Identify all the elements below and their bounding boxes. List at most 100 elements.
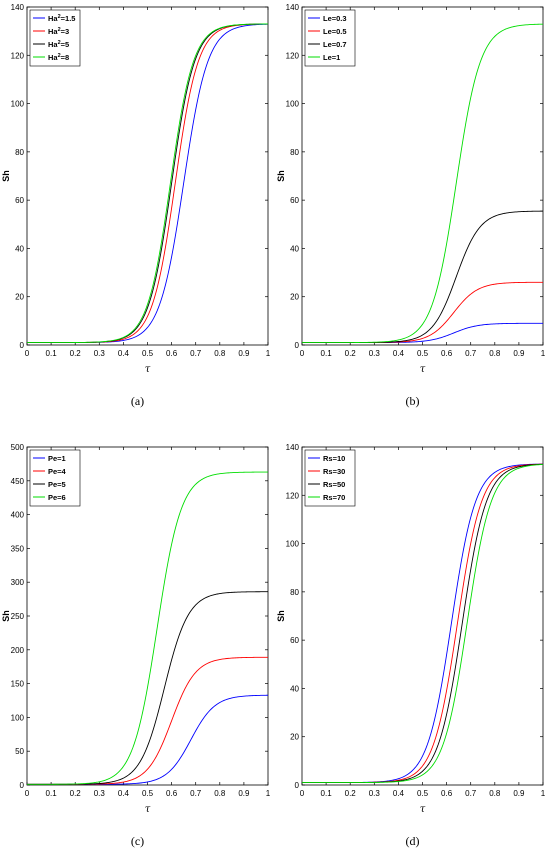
caption-a: (a)	[130, 394, 145, 408]
x-axis-label: τ	[420, 364, 426, 375]
x-tick-label: 0.7	[465, 789, 477, 798]
x-tick-label: 0.4	[393, 349, 405, 358]
y-axis-label: Sh	[276, 610, 286, 622]
x-tick-label: 0.9	[513, 349, 525, 358]
x-tick-label: 0.8	[489, 789, 501, 798]
y-tick-label: 60	[290, 196, 299, 205]
x-tick-label: 1	[266, 349, 271, 358]
x-tick-label: 1	[541, 789, 546, 798]
y-tick-label: 20	[15, 293, 24, 302]
x-tick-label: 0	[25, 789, 30, 798]
legend-entry: Pe=6	[48, 493, 66, 502]
y-tick-label: 60	[15, 196, 24, 205]
x-tick-label: 0.3	[94, 349, 106, 358]
y-tick-label: 0	[295, 341, 300, 350]
y-tick-label: 100	[286, 100, 300, 109]
x-tick-label: 0.9	[238, 789, 250, 798]
chart-panel-b: 0 0.1 0.2 0.3 0.4 0.5 0.6 0.7 0.8 0.9 1 0 20 40 60 80 10…	[275, 0, 550, 420]
y-tick-label: 500	[11, 443, 25, 452]
y-tick-label: 80	[15, 148, 24, 157]
x-tick-label: 0.6	[441, 789, 453, 798]
y-tick-label: 100	[11, 713, 25, 722]
y-tick-label: 250	[11, 612, 25, 621]
y-tick-label: 120	[286, 491, 300, 500]
series-line-4	[27, 23, 269, 344]
y-tick-label: 80	[290, 148, 299, 157]
y-tick-label: 40	[15, 244, 24, 253]
x-tick-label: 0.6	[166, 349, 178, 358]
x-tick-label: 0.5	[417, 349, 429, 358]
x-tick-label: 0.1	[46, 789, 58, 798]
legend-entry: Ha2=5	[48, 40, 69, 49]
x-tick-label: 0.3	[94, 789, 106, 798]
y-tick-label: 140	[286, 3, 300, 12]
x-tick-label: 0.2	[345, 789, 357, 798]
x-tick-label: 0.1	[321, 789, 333, 798]
x-tick-label: 0	[300, 789, 305, 798]
y-tick-label: 300	[11, 578, 25, 587]
y-tick-label: 200	[11, 646, 25, 655]
x-tick-label: 0.1	[46, 349, 58, 358]
legend-entry: Ha2=8	[48, 53, 69, 62]
x-tick-label: 1	[266, 789, 271, 798]
y-tick-label: 50	[15, 747, 24, 756]
x-tick-label: 0.2	[345, 349, 357, 358]
x-tick-label: 0.3	[369, 789, 381, 798]
legend-entry: Rs=30	[323, 467, 345, 476]
legend-entry: Le=0.5	[323, 27, 347, 36]
y-tick-label: 0	[20, 781, 25, 790]
x-tick-label: 0.9	[513, 789, 525, 798]
caption-d: (d)	[405, 834, 420, 848]
y-tick-label: 40	[290, 684, 299, 693]
x-tick-label: 0.8	[489, 349, 501, 358]
x-tick-label: 0.5	[142, 349, 154, 358]
legend-entry: Le=1	[323, 53, 340, 62]
x-tick-label: 0	[25, 349, 30, 358]
x-axis-label: τ	[420, 804, 426, 815]
chart-panel-a: 0 0.1 0.2 0.3 0.4 0.5 0.6 0.7 0.8 0.9 1 0 20 40 60 80 10…	[0, 0, 275, 420]
y-tick-label: 400	[11, 511, 25, 520]
y-tick-label: 150	[11, 680, 25, 689]
x-tick-label: 0.1	[321, 349, 333, 358]
x-tick-label: 1	[541, 349, 546, 358]
x-tick-label: 0.7	[190, 789, 202, 798]
legend-entry: Le=0.7	[323, 40, 347, 49]
chart-d-svg: 0 0.1 0.2 0.3 0.4 0.5 0.6 0.7 0.8 0.9 1 0 20 40 60 80 10…	[276, 443, 546, 815]
x-tick-label: 0.8	[214, 789, 226, 798]
x-tick-label: 0.4	[393, 789, 405, 798]
x-tick-label: 0.6	[441, 349, 453, 358]
x-tick-label: 0	[300, 349, 305, 358]
chart-b-svg: 0 0.1 0.2 0.3 0.4 0.5 0.6 0.7 0.8 0.9 1 0 20 40 60 80 10…	[276, 3, 546, 375]
legend-entry: Ha2=3	[48, 27, 69, 36]
x-tick-label: 0.5	[417, 789, 429, 798]
x-tick-label: 0.4	[118, 789, 130, 798]
y-tick-label: 120	[11, 51, 25, 60]
x-tick-label: 0.5	[142, 789, 154, 798]
x-axis-label: τ	[145, 804, 151, 815]
chart-a-svg: 0 0.1 0.2 0.3 0.4 0.5 0.6 0.7 0.8 0.9 1 0 20 40 60 80 10…	[1, 3, 271, 375]
legend-entry: Pe=4	[48, 467, 67, 476]
y-tick-label: 20	[290, 293, 299, 302]
legend-entry: Pe=1	[48, 454, 66, 463]
x-tick-label: 0.7	[190, 349, 202, 358]
legend-entry: Rs=50	[323, 480, 345, 489]
chart-panel-c: 0 0.1 0.2 0.3 0.4 0.5 0.6 0.7 0.8 0.9 1 0 50 100 150 20…	[0, 440, 275, 861]
y-tick-label: 120	[286, 51, 300, 60]
x-tick-label: 0.8	[214, 349, 226, 358]
chart-c-svg: 0 0.1 0.2 0.3 0.4 0.5 0.6 0.7 0.8 0.9 1 0 50 100 150 20…	[1, 443, 271, 815]
y-tick-label: 0	[20, 341, 25, 350]
y-tick-label: 140	[286, 443, 300, 452]
y-tick-label: 80	[290, 588, 299, 597]
series-line-4	[27, 471, 269, 785]
x-tick-label: 0.3	[369, 349, 381, 358]
chart-panel-d: 0 0.1 0.2 0.3 0.4 0.5 0.6 0.7 0.8 0.9 1 0 20 40 60 80 10…	[275, 440, 550, 861]
x-tick-label: 0.2	[70, 349, 82, 358]
y-axis-label: Sh	[1, 610, 11, 622]
x-tick-label: 0.6	[166, 789, 178, 798]
legend-entry: Le=0.3	[323, 14, 347, 23]
legend-entry: Ha2=1.5	[48, 14, 75, 23]
legend-entry: Rs=70	[323, 493, 345, 502]
y-tick-label: 20	[290, 733, 299, 742]
x-axis-label: τ	[145, 364, 151, 375]
x-tick-label: 0.7	[465, 349, 477, 358]
